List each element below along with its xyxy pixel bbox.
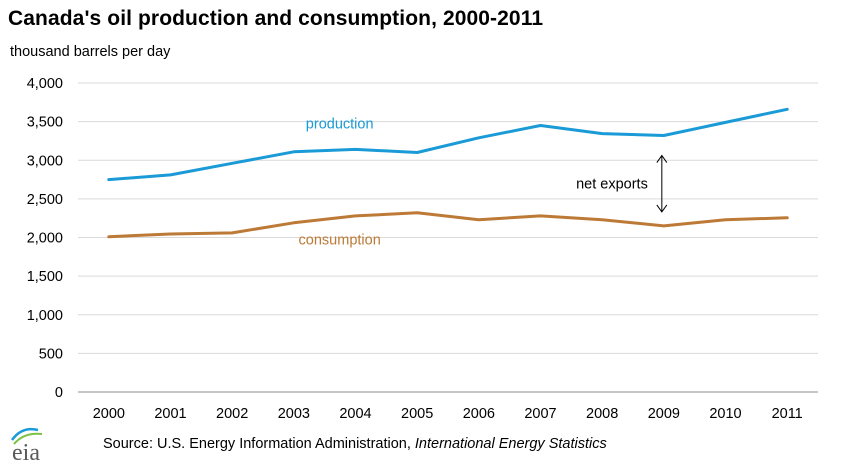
consumption-line (107, 211, 789, 239)
y-tick-label: 3,000 (27, 153, 63, 169)
y-tick-label: 4,000 (27, 76, 63, 92)
x-tick-label: 2007 (524, 406, 556, 422)
x-tick-label: 2010 (709, 406, 741, 422)
y-tick-label: 3,500 (27, 115, 63, 131)
chart-title: Canada's oil production and consumption,… (8, 7, 544, 30)
y-tick-label: 500 (39, 346, 63, 362)
arrow-head-down (656, 204, 668, 213)
y-tick-label: 0 (55, 385, 63, 401)
x-tick-label: 2008 (586, 406, 618, 422)
y-axis-unit-label: thousand barrels per day (10, 44, 171, 60)
x-tick-label: 2001 (154, 406, 186, 422)
y-tick-label: 1,000 (27, 308, 63, 324)
eia-logo: eia (10, 427, 43, 464)
net-exports-annotation: net exports (576, 154, 668, 213)
logo-text: eia (12, 440, 40, 464)
x-tick-label: 2004 (339, 406, 371, 422)
x-tick-labels: 2000 2001 2002 2003 2004 2005 2006 2007 2008 2009… (93, 406, 803, 422)
x-tick-label: 2005 (401, 406, 433, 422)
series-labels: production consumption (299, 116, 381, 248)
series-lines (107, 107, 789, 239)
y-tick-label: 2,000 (27, 231, 63, 247)
x-tick-label: 2002 (216, 406, 248, 422)
y-tick-label: 2,500 (27, 192, 63, 208)
arrow-head-up (656, 154, 668, 163)
production-line (107, 107, 789, 182)
x-tick-label: 2009 (648, 406, 680, 422)
source-prefix: Source: U.S. Energy Information Administ… (103, 436, 415, 452)
source-note: Source: U.S. Energy Information Administ… (103, 436, 607, 452)
y-tick-labels: 0 500 1,000 1,500 2,000 2,500 3,000 3,500 4,000 (27, 76, 63, 401)
y-tick-label: 1,500 (27, 269, 63, 285)
x-tick-label: 2000 (93, 406, 125, 422)
net-exports-label: net exports (576, 177, 648, 193)
gridlines (78, 82, 818, 393)
consumption-label: consumption (299, 232, 381, 248)
production-label: production (306, 116, 374, 132)
x-tick-label: 2003 (278, 406, 310, 422)
x-tick-label: 2006 (463, 406, 495, 422)
source-title: International Energy Statistics (414, 436, 607, 452)
x-tick-label: 2011 (772, 406, 803, 422)
